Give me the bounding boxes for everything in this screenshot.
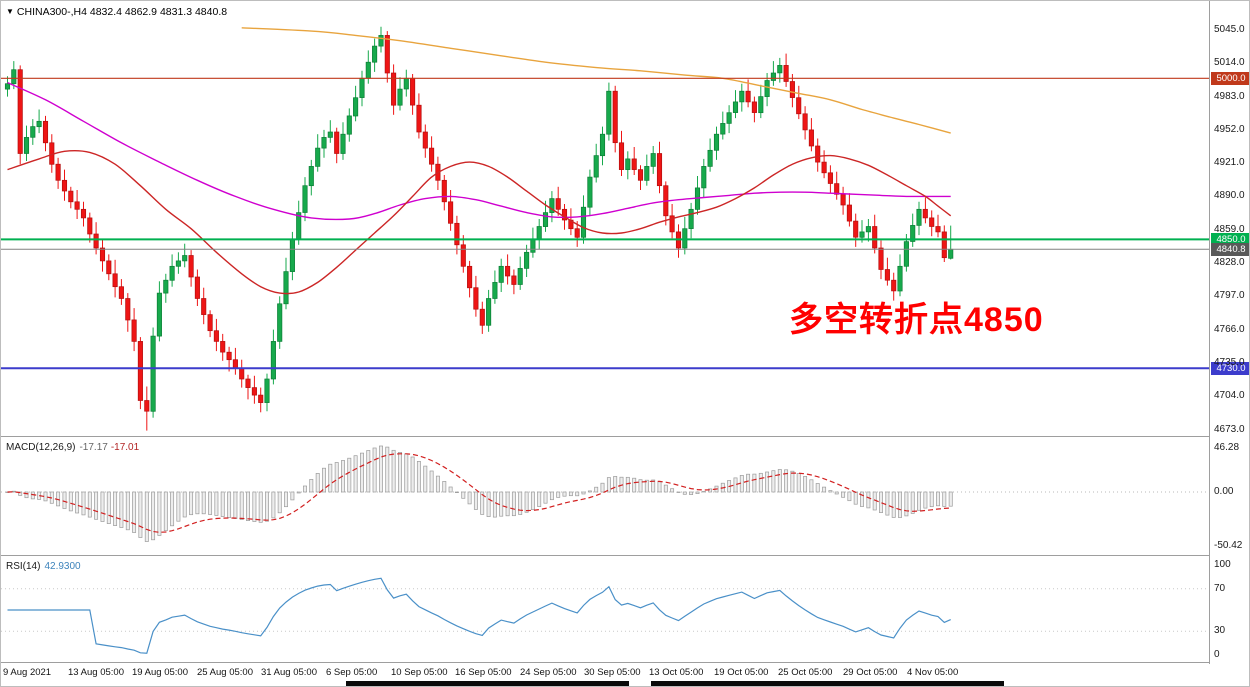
ma-mid-magenta	[7, 81, 951, 221]
price-axis-label: 4766.0	[1214, 323, 1245, 335]
macd-histogram	[5, 445, 953, 542]
time-axis-label: 29 Oct 05:00	[843, 667, 898, 678]
rsi-value: 42.9300	[44, 561, 81, 572]
rsi-indicator-canvas[interactable]	[1, 557, 1209, 663]
chart-menu-icon[interactable]: ▼	[6, 7, 14, 16]
price-axis-label: 4983.0	[1214, 90, 1245, 102]
price-axis-label: 4859.0	[1214, 223, 1245, 235]
macd-signal-line	[7, 453, 951, 533]
macd-panel[interactable]: MACD(12,26,9) -17.17 -17.01	[1, 438, 1209, 556]
rsi-label: RSI(14) 42.9300	[6, 561, 81, 572]
time-axis[interactable]: 9 Aug 2021 13 Aug 05:00 19 Aug 05:00 25 Aug…	[1, 664, 1209, 681]
taskbar-artifact-right	[651, 681, 1004, 686]
price-axis-label: 5014.0	[1214, 57, 1245, 69]
price-tag-4840.8: 4840.8	[1211, 242, 1249, 256]
price-axis-label: 4921.0	[1214, 157, 1245, 169]
annotation-text-object[interactable]: 多空转折点4850	[789, 301, 1044, 339]
time-axis-label: 25 Aug 05:00	[197, 667, 253, 678]
price-axis-label: 4704.0	[1214, 390, 1245, 402]
price-tag-4730.0: 4730.0	[1211, 361, 1249, 375]
chart-symbol-period: CHINA300-,H4	[16, 6, 87, 18]
time-axis-label: 4 Nov 05:00	[907, 667, 959, 678]
price-axis-label: 4828.0	[1214, 257, 1245, 268]
time-axis-label: 13 Oct 05:00	[649, 667, 704, 678]
price-axis-label: 5045.0	[1214, 24, 1245, 35]
time-axis-label: 30 Sep 05:00	[584, 667, 641, 678]
price-tag-5000.0: 5000.0	[1211, 71, 1249, 85]
rsi-axis-label: 100	[1214, 559, 1231, 570]
rsi-axis-label: 0	[1214, 649, 1220, 660]
time-axis-label: 6 Sep 05:00	[326, 667, 378, 678]
time-axis-label: 9 Aug 2021	[3, 667, 52, 678]
price-axis[interactable]: 5000.0 4850.0 4840.8 4730.0 5045.0 5014.0 4983…	[1209, 1, 1249, 664]
rsi-line	[7, 577, 951, 654]
chart-ohlc-values: 4832.4 4862.9 4831.3 4840.8	[89, 6, 228, 18]
price-axis-label: 4735.0	[1214, 356, 1245, 368]
time-axis-label: 19 Aug 05:00	[132, 667, 188, 678]
candlestick-chart-canvas[interactable]	[1, 1, 1209, 437]
main-chart-panel[interactable]: ▼ CHINA300-,H4 4832.4 4862.9 4831.3 4840.…	[1, 1, 1209, 437]
macd-name: MACD(12,26,9)	[6, 442, 76, 453]
candles-layer	[4, 26, 954, 431]
rsi-axis-label: 30	[1214, 625, 1226, 637]
macd-axis-label: 46.28	[1214, 442, 1240, 453]
chart-title: ▼ CHINA300-,H4 4832.4 4862.9 4831.3 4840.…	[6, 6, 227, 18]
macd-main-value: -17.17	[79, 442, 108, 453]
time-axis-label: 10 Sep 05:00	[391, 667, 448, 678]
price-tag-4850.0: 4850.0	[1211, 232, 1249, 246]
price-axis-label: 4797.0	[1214, 290, 1245, 302]
time-axis-label: 25 Oct 05:00	[778, 667, 833, 678]
ma-slow-orange	[241, 27, 951, 134]
macd-signal-value: -17.01	[110, 442, 140, 453]
macd-axis-label: 0.00	[1214, 486, 1234, 497]
time-axis-label: 16 Sep 05:00	[455, 667, 512, 678]
rsi-panel[interactable]: RSI(14) 42.9300	[1, 557, 1209, 663]
time-axis-label: 31 Aug 05:00	[261, 667, 317, 678]
macd-indicator-canvas[interactable]	[1, 438, 1209, 556]
price-axis-label: 4952.0	[1214, 123, 1245, 135]
time-axis-label: 19 Oct 05:00	[714, 667, 769, 678]
macd-label: MACD(12,26,9) -17.17 -17.01	[6, 442, 139, 453]
rsi-name: RSI(14)	[6, 561, 41, 572]
rsi-axis-label: 70	[1214, 582, 1226, 594]
ma-fast-red	[7, 149, 952, 295]
price-axis-label: 4673.0	[1214, 423, 1245, 435]
time-axis-label: 24 Sep 05:00	[520, 667, 577, 678]
macd-axis-label: -50.42	[1214, 540, 1243, 551]
taskbar-artifact-left	[346, 681, 629, 686]
price-axis-label: 4890.0	[1214, 190, 1245, 202]
time-axis-label: 13 Aug 05:00	[68, 667, 124, 678]
